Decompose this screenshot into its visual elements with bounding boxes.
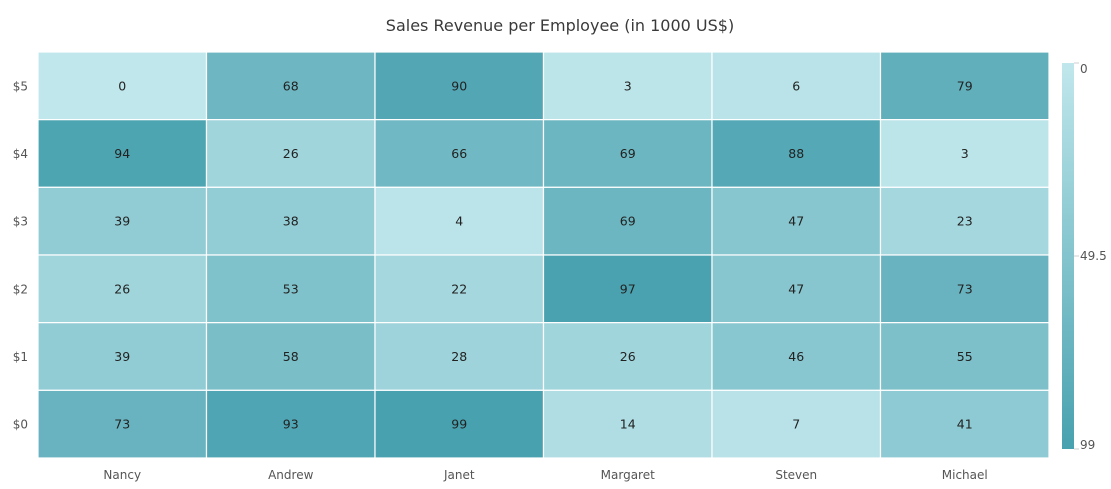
heatmap-cell — [205, 51, 376, 121]
cell-value-label: 66 — [451, 146, 467, 161]
legend-color-bar — [1062, 63, 1074, 449]
x-tick-label: Michael — [942, 468, 988, 482]
cell-value-label: 47 — [788, 214, 804, 229]
y-axis: $5 $4 $3 $2 $1 $0 — [13, 79, 28, 431]
cell-value-label: 26 — [114, 281, 130, 296]
legend-label: 49.5 — [1080, 249, 1107, 263]
x-tick-label: Janet — [443, 468, 475, 482]
heatmap-cell — [542, 322, 713, 391]
cell-value-label: 69 — [620, 146, 636, 161]
heatmap-cell — [374, 254, 545, 324]
heatmap-cell — [37, 186, 208, 256]
y-tick-label: $4 — [13, 147, 28, 161]
cell-value-label: 3 — [961, 146, 969, 161]
cell-value-label: 46 — [788, 349, 804, 364]
legend-label: 0 — [1080, 62, 1088, 76]
legend-label: 99 — [1080, 438, 1095, 452]
heatmap-cell — [542, 51, 713, 121]
cell-value-label: 97 — [620, 281, 636, 296]
heatmap-cell — [37, 254, 208, 324]
heatmap-cell — [711, 51, 882, 121]
cell-value-label: 3 — [624, 78, 632, 93]
cell-value-label: 14 — [620, 417, 636, 432]
heatmap-cell — [879, 254, 1050, 324]
cell-value-label: 39 — [114, 214, 130, 229]
y-tick-label: $5 — [13, 79, 28, 93]
cell-value-label: 68 — [283, 78, 299, 93]
cell-value-label: 39 — [114, 349, 130, 364]
y-tick-label: $0 — [13, 418, 28, 432]
cell-value-label: 22 — [451, 281, 467, 296]
heatmap-cell — [374, 51, 545, 121]
cell-value-label: 79 — [957, 78, 973, 93]
cell-value-label: 0 — [118, 78, 126, 93]
cell-value-label: 38 — [283, 214, 299, 229]
x-tick-label: Steven — [775, 468, 817, 482]
x-axis: Nancy Andrew Janet Margaret Steven Michael — [103, 468, 987, 482]
cell-value-label: 53 — [283, 281, 299, 296]
heatmap-cell — [205, 254, 376, 324]
y-tick-label: $1 — [13, 350, 28, 364]
x-tick-label: Margaret — [601, 468, 655, 482]
heatmap-cell — [542, 389, 713, 459]
chart-title: Sales Revenue per Employee (in 1000 US$) — [386, 16, 734, 35]
heatmap-cells: 0 68 90 3 6 79 94 26 66 69 88 3 39 38 4 69 47 23 26 53 22 97 4… — [37, 51, 1050, 459]
x-tick-label: Nancy — [103, 468, 141, 482]
x-tick-label: Andrew — [268, 468, 313, 482]
cell-value-label: 26 — [283, 146, 299, 161]
cell-value-label: 55 — [957, 349, 973, 364]
color-legend: 0 49.5 99 — [1062, 62, 1107, 452]
heatmap-cell — [711, 186, 882, 256]
cell-value-label: 23 — [957, 214, 973, 229]
cell-value-label: 88 — [788, 146, 804, 161]
cell-value-label: 69 — [620, 214, 636, 229]
cell-value-label: 90 — [451, 78, 467, 93]
heatmap-cell — [542, 254, 713, 324]
heatmap-cell — [711, 322, 882, 391]
heatmap-cell — [879, 186, 1050, 256]
cell-value-label: 73 — [114, 417, 130, 432]
heatmap-cell — [37, 389, 208, 459]
heatmap-cell — [374, 322, 545, 391]
heatmap-cell — [37, 322, 208, 391]
heatmap-cell — [542, 186, 713, 256]
cell-value-label: 26 — [620, 349, 636, 364]
heatmap-cell — [205, 119, 376, 188]
cell-value-label: 93 — [283, 417, 299, 432]
heatmap-cell — [879, 322, 1050, 391]
heatmap-cell — [205, 186, 376, 256]
cell-value-label: 47 — [788, 281, 804, 296]
cell-value-label: 7 — [792, 417, 800, 432]
cell-value-label: 4 — [455, 214, 463, 229]
cell-value-label: 6 — [792, 78, 800, 93]
cell-value-label: 94 — [114, 146, 130, 161]
y-tick-label: $3 — [13, 215, 28, 229]
cell-value-label: 73 — [957, 281, 973, 296]
heatmap-cell — [879, 389, 1050, 459]
heatmap-cell — [542, 119, 713, 188]
heatmap-cell — [711, 254, 882, 324]
heatmap-cell — [711, 389, 882, 459]
cell-value-label: 41 — [957, 417, 973, 432]
heatmap-cell — [37, 51, 208, 121]
heatmap-cell — [879, 119, 1050, 188]
cell-value-label: 99 — [451, 417, 467, 432]
cell-value-label: 28 — [451, 349, 467, 364]
heatmap-cell — [879, 51, 1050, 121]
cell-value-label: 58 — [283, 349, 299, 364]
y-tick-label: $2 — [13, 282, 28, 296]
